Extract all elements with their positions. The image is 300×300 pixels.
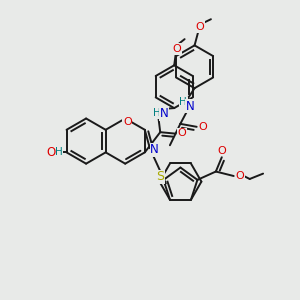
- Text: S: S: [157, 170, 164, 183]
- Text: O: O: [199, 122, 208, 132]
- Text: O: O: [235, 171, 244, 181]
- Text: H: H: [179, 97, 187, 107]
- Text: H: H: [55, 147, 63, 158]
- Text: O: O: [196, 22, 204, 32]
- Text: O: O: [173, 44, 182, 54]
- Text: N: N: [159, 107, 168, 120]
- Text: O: O: [123, 117, 132, 127]
- Text: N: N: [150, 143, 159, 156]
- Text: O: O: [218, 146, 226, 156]
- Text: N: N: [185, 100, 194, 112]
- Text: H: H: [152, 108, 160, 118]
- Text: O: O: [177, 128, 186, 138]
- Text: O: O: [46, 146, 55, 159]
